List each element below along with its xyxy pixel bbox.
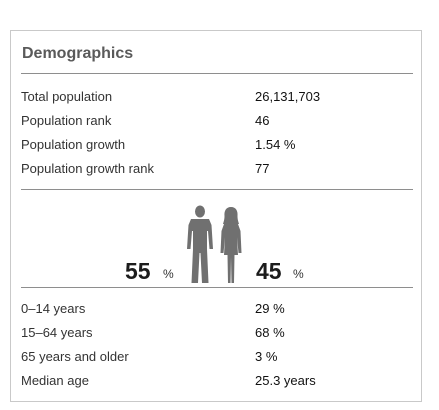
female-silhouette-icon (220, 207, 242, 283)
stat-value: 1.54 % (255, 137, 296, 152)
stat-label: Population growth rank (21, 161, 154, 176)
female-percent-unit: % (293, 267, 304, 281)
age-value: 68 % (255, 325, 285, 340)
stat-label: Total population (21, 89, 113, 104)
male-silhouette-icon (187, 205, 213, 283)
stat-value: 46 (255, 113, 270, 128)
stat-label: Population growth (21, 137, 126, 152)
stat-row-total-population: Total population 26,131,703 (21, 88, 413, 106)
male-percent: 55 (125, 258, 151, 284)
stat-value: 26,131,703 (255, 89, 321, 104)
age-label: 65 years and older (21, 349, 129, 364)
age-label: Median age (21, 373, 89, 388)
female-percent: 45 (256, 258, 282, 284)
age-row-65-plus: 65 years and older 3 % (21, 348, 413, 366)
age-row-15-64: 15–64 years 68 % (21, 324, 413, 342)
stat-value: 77 (255, 161, 270, 176)
age-label: 0–14 years (21, 301, 86, 316)
age-row-median-age: Median age 25.3 years (21, 372, 413, 390)
age-row-0-14: 0–14 years 29 % (21, 300, 413, 318)
card-title: Demographics (22, 45, 134, 62)
stat-label: Population rank (21, 113, 112, 128)
section-divider (21, 287, 413, 288)
age-value: 3 % (255, 349, 278, 364)
demographics-card: Demographics Total population 26,131,703… (10, 30, 422, 402)
gender-split: 55 % 45 % (11, 191, 423, 287)
section-divider (21, 189, 413, 190)
title-divider (21, 73, 413, 74)
age-label: 15–64 years (21, 325, 93, 340)
stat-row-population-growth-rank: Population growth rank 77 (21, 160, 413, 178)
stat-row-population-growth: Population growth 1.54 % (21, 136, 413, 154)
age-value: 29 % (255, 301, 285, 316)
age-value: 25.3 years (255, 373, 316, 388)
stat-row-population-rank: Population rank 46 (21, 112, 413, 130)
male-percent-unit: % (163, 267, 174, 281)
